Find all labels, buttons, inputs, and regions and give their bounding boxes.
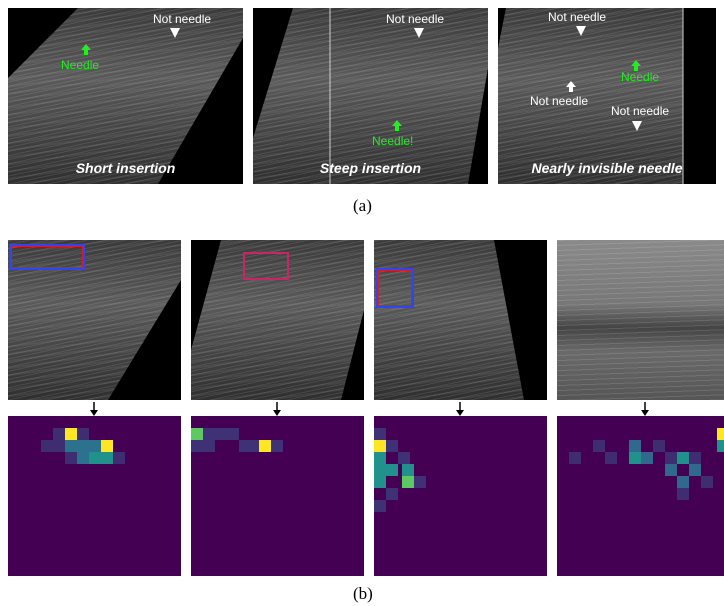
label-not-needle: Not needle <box>386 12 445 26</box>
panel-b4-ultrasound <box>557 240 724 400</box>
arrow-down-icon <box>456 402 464 416</box>
arrow-down-icon <box>641 402 649 416</box>
panel-steep-insertion: Not needle Needle! Steep insertion <box>253 8 488 184</box>
label-needle: Needle <box>61 58 100 72</box>
heatmap-cells <box>374 428 426 512</box>
panel-nearly-invisible-needle: Not needle Needle Not needle Not needle … <box>498 8 716 184</box>
arrow-down-icon <box>632 121 642 131</box>
arrow-down-icon <box>576 26 586 36</box>
arrow-up-icon <box>81 44 91 55</box>
heatmap-cells <box>41 428 125 464</box>
panel-caption: Steep insertion <box>319 160 422 176</box>
heatmap-b2 <box>191 416 364 576</box>
panel-caption: Nearly invisible needle <box>531 160 683 176</box>
label-needle: Needle <box>621 70 660 84</box>
sector-mask <box>498 8 716 184</box>
heatmap-b3 <box>374 416 547 576</box>
heatmap-b4 <box>557 416 724 576</box>
detection-box <box>9 244 85 270</box>
arrow-up-icon <box>631 60 641 71</box>
heatmap-cells <box>569 428 724 500</box>
subcaption-a: (a) <box>353 196 372 215</box>
arrow-down-icon <box>414 28 424 38</box>
label-not-needle: Not needle <box>611 104 670 118</box>
sector-mask <box>253 8 488 184</box>
label-needle: Needle! <box>372 134 414 148</box>
arrow-up-icon <box>392 120 402 131</box>
panel-b3-ultrasound <box>374 240 547 400</box>
ultrasound-image <box>253 8 488 184</box>
label-not-needle: Not needle <box>530 94 589 108</box>
arrow-up-icon <box>566 81 576 92</box>
panel-b1-ultrasound <box>8 240 181 400</box>
arrow-down-icon <box>273 402 281 416</box>
ultrasound-image <box>557 240 724 400</box>
detection-box <box>243 252 289 280</box>
label-not-needle: Not needle <box>153 12 212 26</box>
sector-mask <box>8 8 243 184</box>
subcaption-b: (b) <box>353 584 373 603</box>
arrow-down-icon <box>90 402 98 416</box>
heatmap-cells <box>191 428 283 452</box>
sector-mask <box>108 280 181 400</box>
heatmap-b1 <box>8 416 181 576</box>
detection-box <box>376 268 414 308</box>
ultrasound-image <box>498 8 716 184</box>
ultrasound-image <box>191 240 364 400</box>
sector-mask <box>494 240 547 400</box>
panel-short-insertion: Not needle Needle Short insertion <box>8 8 243 184</box>
panel-b2-ultrasound <box>191 240 364 400</box>
arrow-down-icon <box>170 28 180 38</box>
panel-caption: Short insertion <box>75 160 176 176</box>
sector-mask <box>191 240 364 400</box>
label-not-needle: Not needle <box>548 10 607 24</box>
